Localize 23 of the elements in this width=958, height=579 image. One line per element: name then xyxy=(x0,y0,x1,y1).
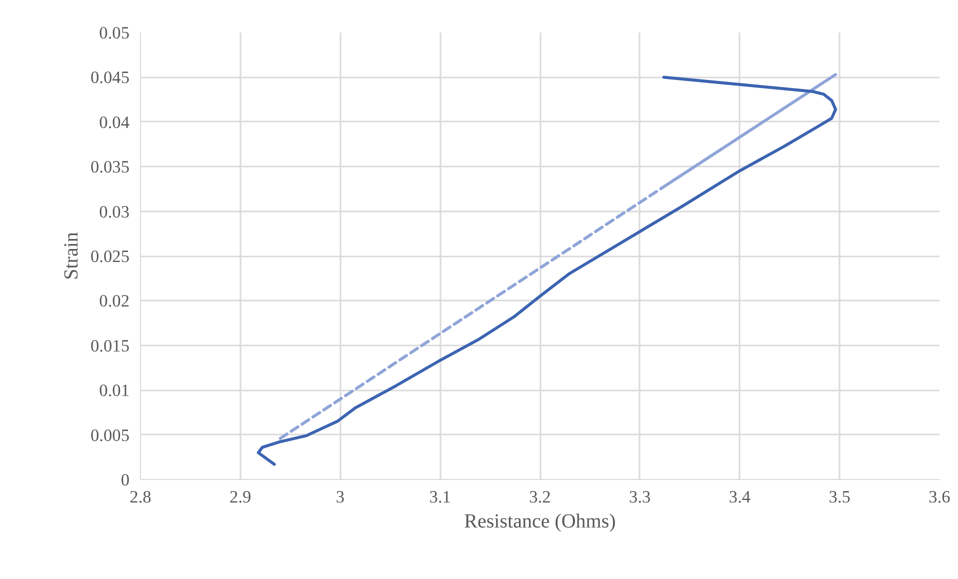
y-tick-label: 0.035 xyxy=(90,158,130,177)
y-tick-label: 0.005 xyxy=(90,426,130,445)
x-tick-label: 3.1 xyxy=(429,488,451,506)
x-tick-label: 3.2 xyxy=(529,488,551,506)
y-tick-label: 0.03 xyxy=(99,202,130,222)
y-tick-label: 0.015 xyxy=(90,336,130,356)
y-tick-label: 0.05 xyxy=(99,24,130,42)
x-tick-label: 3.6 xyxy=(928,488,951,506)
y-tick-label: 0.025 xyxy=(90,247,130,266)
y-tick-label: 0.045 xyxy=(90,68,130,88)
y-axis-title: Strain xyxy=(60,232,83,280)
x-tick-label: 2.9 xyxy=(230,488,252,506)
x-axis-title: Resistance (Ohms) xyxy=(464,510,616,532)
x-tick-label: 3.5 xyxy=(828,488,850,506)
x-tick-label: 3.3 xyxy=(629,488,651,506)
line-series xyxy=(256,76,838,466)
x-tick-label: 3.4 xyxy=(728,488,751,506)
x-tick-label: 2.8 xyxy=(130,488,152,506)
y-tick-label: 0.04 xyxy=(99,112,130,132)
y-tick-label: 0 xyxy=(120,470,130,490)
y-tick-label: 0.02 xyxy=(99,292,130,311)
y-tick-label: 0.01 xyxy=(99,381,130,400)
x-tick-label: 3 xyxy=(336,488,345,506)
